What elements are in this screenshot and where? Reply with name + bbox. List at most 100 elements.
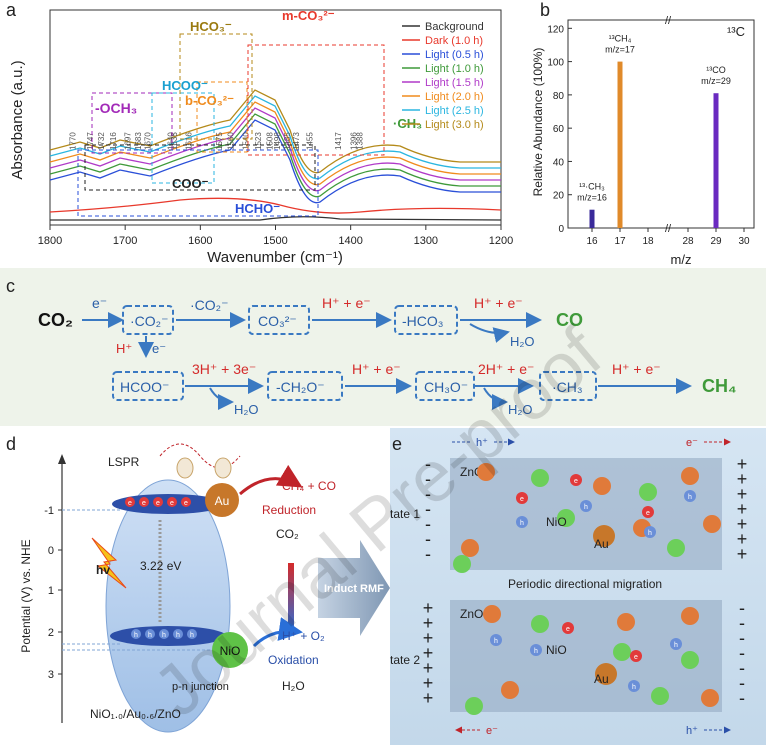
zno-particle: [681, 467, 699, 485]
panel-label-a: a: [6, 0, 17, 20]
au-particle-e: [593, 525, 615, 547]
electron-dot: [153, 497, 163, 507]
ms-bar-sublabel: m/z=17: [605, 45, 635, 55]
svg-text:+: +: [737, 514, 748, 534]
hole-dot: [159, 629, 169, 639]
electron-dot: [125, 497, 135, 507]
material-label: NiO₁.₀/Au₀.₆/ZnO: [90, 707, 181, 721]
ms-xtick: 18: [642, 236, 654, 247]
box-ch3: ·CH₃: [552, 379, 583, 395]
ms-xtick: 29: [710, 236, 722, 247]
nio-particle-e: [639, 483, 657, 501]
step-h-e-3: H⁺ + e⁻: [612, 361, 661, 377]
step-3h: 3H⁺ + 3e⁻: [192, 361, 256, 377]
legend-item: Background: [425, 21, 484, 33]
svg-text:e: e: [142, 500, 146, 507]
hole-carrier: [644, 526, 656, 538]
peak-label: 1560: [226, 132, 235, 150]
ftir-xtick: 1500: [263, 235, 287, 247]
svg-text:h: h: [584, 504, 588, 511]
spectrum-line: [50, 216, 502, 221]
peak-label: 1640: [166, 132, 175, 150]
ms-xtick: 30: [738, 236, 750, 247]
svg-text:e: e: [156, 500, 160, 507]
ms-ytick: 100: [547, 58, 564, 69]
svg-text:e: e: [574, 478, 578, 485]
band-ytick: 1: [48, 585, 54, 597]
ms-xtick: 17: [614, 236, 626, 247]
ms-bar: [713, 93, 719, 228]
svg-text:h: h: [688, 494, 692, 501]
mco3-label: m-CO₃²⁻: [282, 8, 335, 23]
au-label: Au: [215, 494, 230, 508]
svg-text:e: e: [184, 500, 188, 507]
svg-text:+: +: [423, 598, 434, 618]
hco3-box: [179, 33, 253, 140]
ftir-xtick: 1700: [113, 235, 137, 247]
ms-bar-label: ¹³CO: [706, 65, 726, 75]
spectrum-line: [49, 197, 502, 214]
ftir-xtick: 1800: [38, 235, 62, 247]
ms-xtick: 16: [586, 236, 598, 247]
ms-ytick: 20: [553, 191, 565, 202]
ms-bar-label: ¹³CH₄: [609, 34, 632, 44]
ms-bar: [589, 209, 595, 228]
pathway-diagram: CO₂ e⁻ ·CO₂⁻ ·CO₂⁻ CO₃²⁻ H⁺ + e⁻ -HCO₃ H…: [38, 295, 737, 417]
svg-text:-: -: [739, 673, 745, 693]
coo-box: [84, 144, 316, 191]
electron-carrier: [642, 506, 654, 518]
peak-label: 1455: [305, 132, 314, 150]
svg-text:h: h: [176, 632, 180, 639]
svg-text:-: -: [739, 658, 745, 678]
svg-text:h: h: [148, 632, 152, 639]
hole-carrier: [684, 490, 696, 502]
hco3-label: HCO₃⁻: [190, 19, 232, 34]
ms-ytick: 40: [553, 157, 565, 168]
svg-text:-: -: [425, 514, 431, 534]
ms-ytick: 60: [553, 124, 565, 135]
peak-label: 1417: [334, 132, 343, 150]
lspr-label: LSPR: [108, 455, 140, 469]
peak-label: 1716: [109, 132, 118, 150]
box-co2-radical: ·CO₂⁻: [130, 313, 169, 329]
peak-label: 1697: [123, 132, 132, 150]
svg-text:-: -: [425, 454, 431, 474]
peak-label: 1388: [356, 132, 365, 150]
nio-label-e1: NiO: [546, 515, 567, 529]
state2-label: state 2: [390, 653, 420, 667]
ftir-xtick: 1300: [414, 235, 438, 247]
peak-label: 1396: [350, 132, 359, 150]
legend-item: Light (2.5 h): [425, 105, 484, 117]
legend-item: Light (1.0 h): [425, 63, 484, 75]
svg-text:-: -: [739, 628, 745, 648]
oxidation-products: H⁺ + O₂: [282, 629, 325, 643]
band-ytick: -1: [44, 505, 54, 517]
ms-bar: [617, 61, 623, 228]
product-ch4: CH₄: [702, 376, 737, 396]
hcoo-label: HCOO⁻: [162, 78, 208, 93]
band-ytick: 3: [48, 669, 54, 681]
zno-particle: [593, 477, 611, 495]
ms-xtick: 28: [682, 236, 694, 247]
svg-text:-: -: [739, 643, 745, 663]
svg-text:e: e: [566, 626, 570, 633]
zno-particle: [701, 689, 719, 707]
au-label-e2: Au: [594, 672, 609, 686]
hole-dot: [173, 629, 183, 639]
electron-dot: [181, 497, 191, 507]
nio-particle-e: [651, 687, 669, 705]
zno-particle: [483, 605, 501, 623]
ftir-legend: Background Dark (1.0 h) Light (0.5 h) Light…: [402, 21, 484, 131]
state1-label: state 1: [390, 507, 420, 521]
electron-top: e⁻: [686, 437, 698, 449]
hole-carrier: [580, 500, 592, 512]
step-2h: 2H⁺ + e⁻: [478, 361, 534, 377]
box-hco3: -HCO₃: [402, 313, 443, 329]
svg-text:+: +: [423, 628, 434, 648]
hv-label: hv: [96, 563, 110, 577]
band-ylabel: Potential (V) vs. NHE: [19, 539, 33, 652]
svg-text:-: -: [425, 469, 431, 489]
legend-item: Light (2.0 h): [425, 91, 484, 103]
ms-bar-label: ¹³·CH₃: [579, 182, 605, 192]
